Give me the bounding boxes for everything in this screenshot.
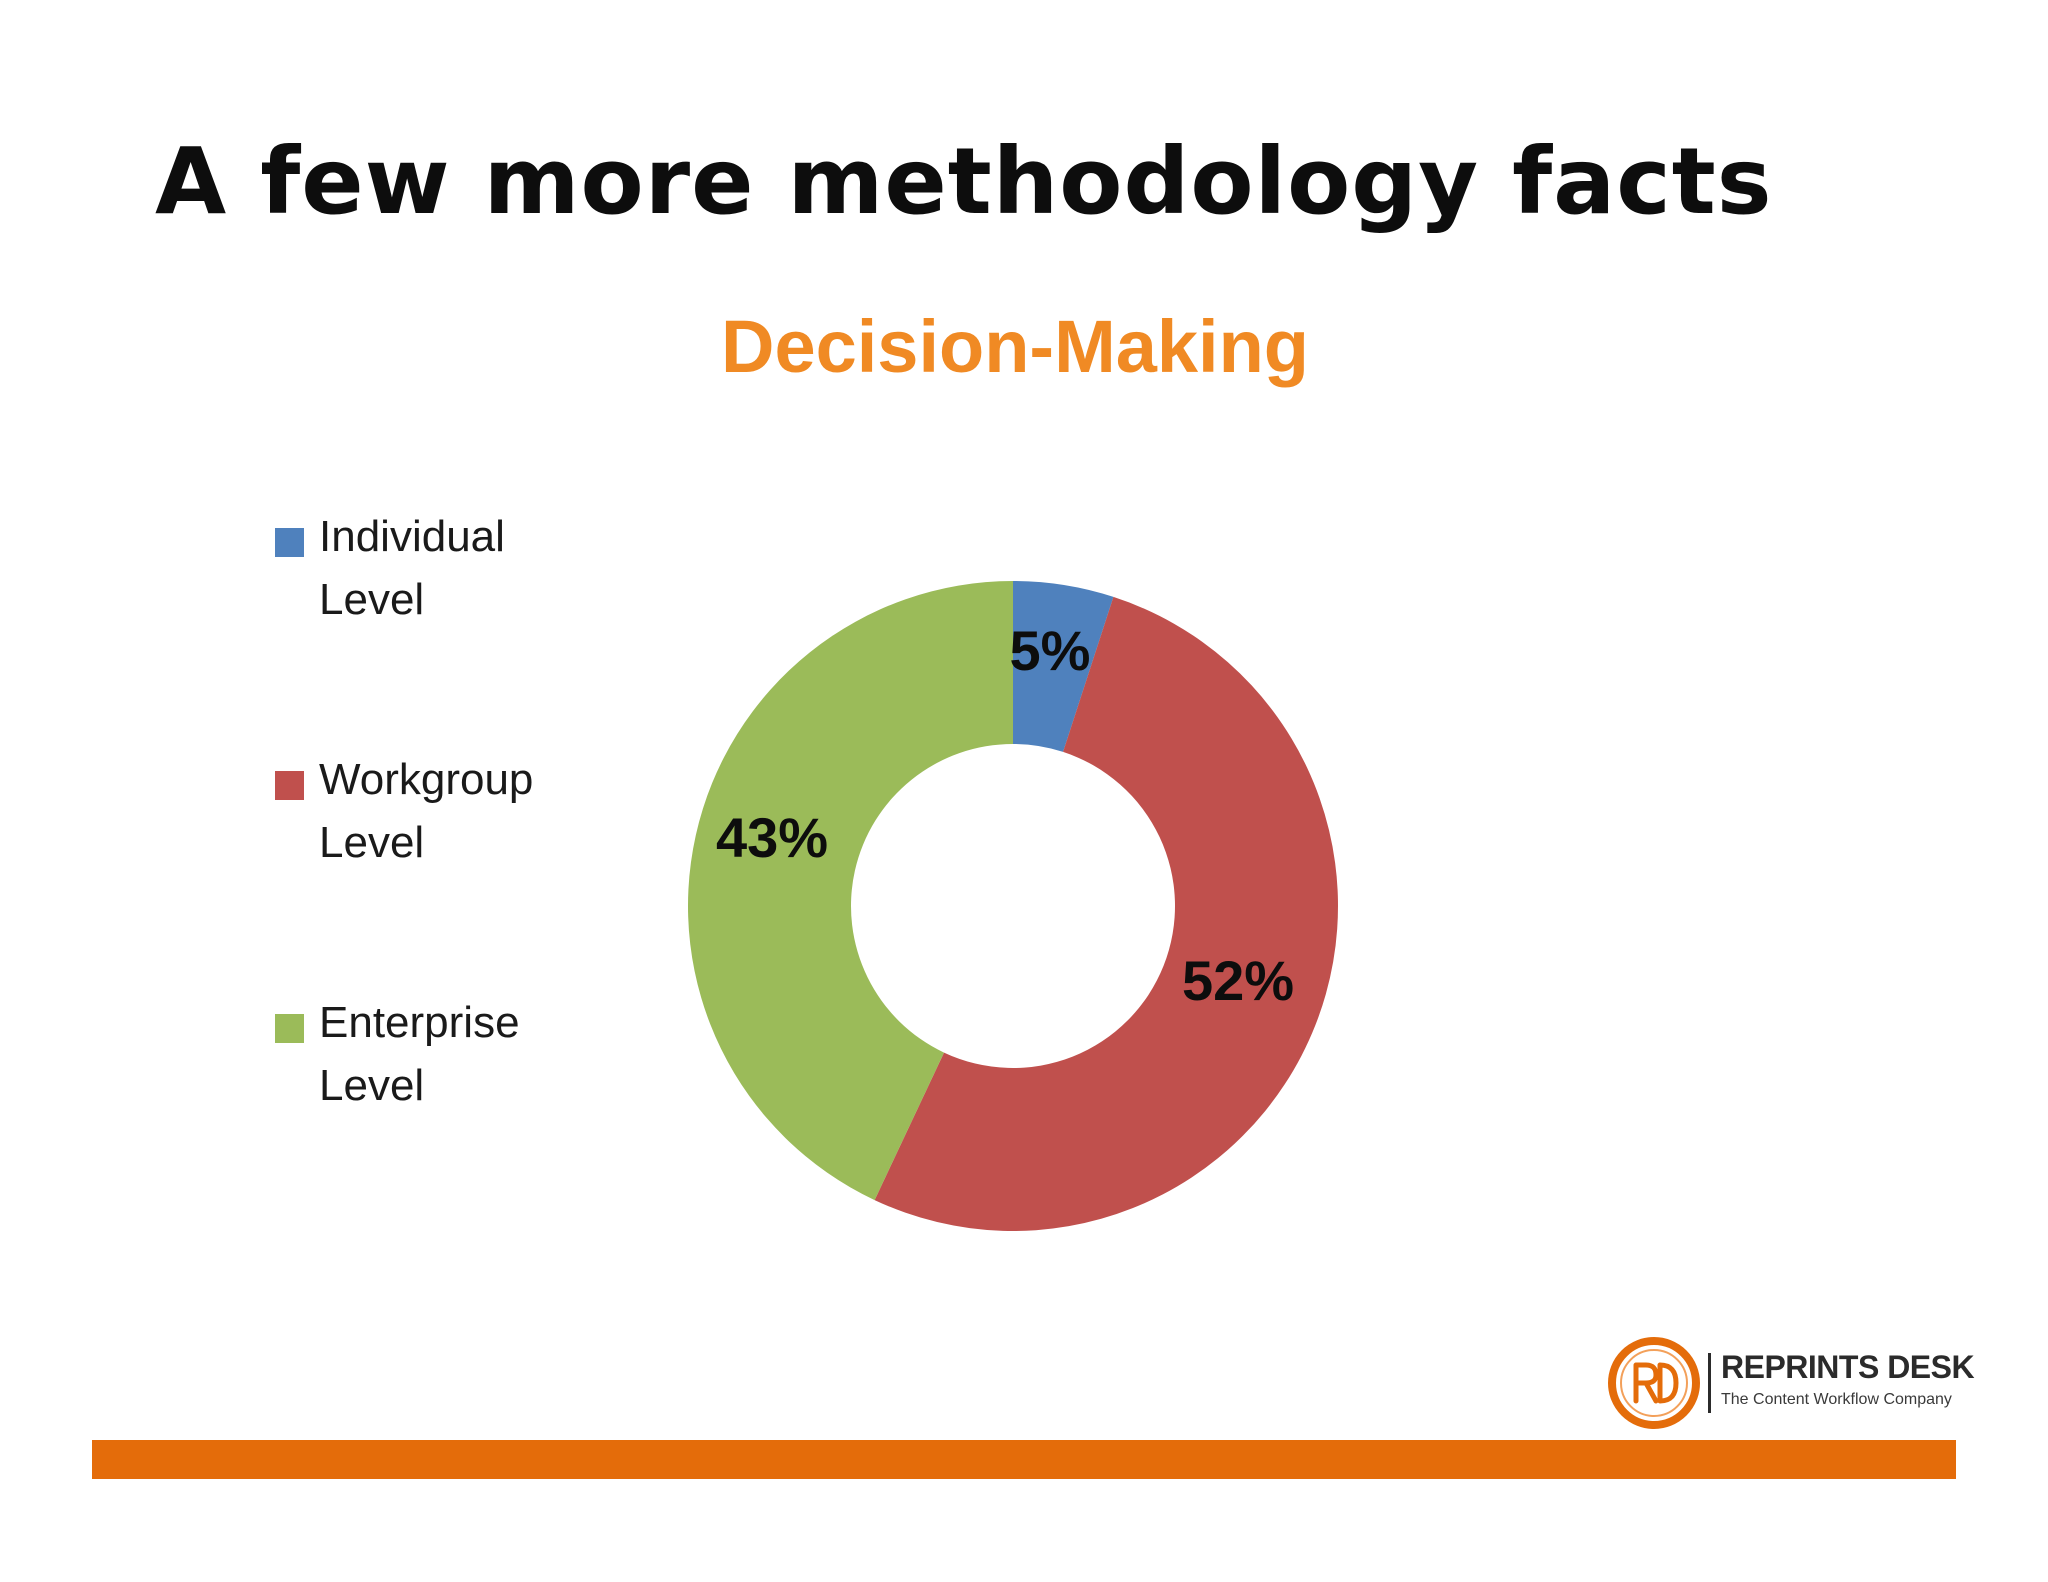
reprints-desk-logo: REPRINTS DESK The Content Workflow Compa… bbox=[1606, 1335, 1975, 1435]
legend-label-enterprise: Enterprise Level bbox=[319, 991, 619, 1117]
legend-swatch-individual bbox=[275, 528, 304, 557]
legend-label-line: Individual bbox=[319, 512, 505, 561]
legend-label-line: Level bbox=[319, 818, 425, 867]
data-label-enterprise: 43% bbox=[716, 806, 828, 869]
bottom-accent-bar bbox=[92, 1440, 1956, 1479]
legend-label-line: Level bbox=[319, 1061, 425, 1110]
chart-title: Decision-Making bbox=[721, 305, 1309, 388]
legend-label-line: Enterprise bbox=[319, 998, 520, 1047]
logo-tagline: The Content Workflow Company bbox=[1721, 1391, 1952, 1408]
data-label-workgroup: 52% bbox=[1182, 949, 1294, 1012]
logo-divider bbox=[1708, 1353, 1711, 1413]
donut-slice-workgroup bbox=[874, 596, 1338, 1231]
rd-monogram-icon bbox=[1608, 1337, 1700, 1429]
legend-swatch-enterprise bbox=[275, 1014, 304, 1043]
slide-title: A few more methodology facts bbox=[155, 128, 1773, 235]
legend-label-line: Level bbox=[319, 575, 425, 624]
donut-slice-enterprise bbox=[687, 581, 1013, 1201]
legend-label-workgroup: Workgroup Level bbox=[319, 748, 619, 874]
logo-brand-name: REPRINTS DESK bbox=[1721, 1349, 1975, 1385]
legend-label-individual: Individual Level bbox=[319, 505, 619, 631]
legend-swatch-workgroup bbox=[275, 771, 304, 800]
donut-slice-individual bbox=[1013, 581, 1114, 752]
legend-label-line: Workgroup bbox=[319, 755, 534, 804]
data-label-individual: 5% bbox=[1010, 619, 1091, 682]
